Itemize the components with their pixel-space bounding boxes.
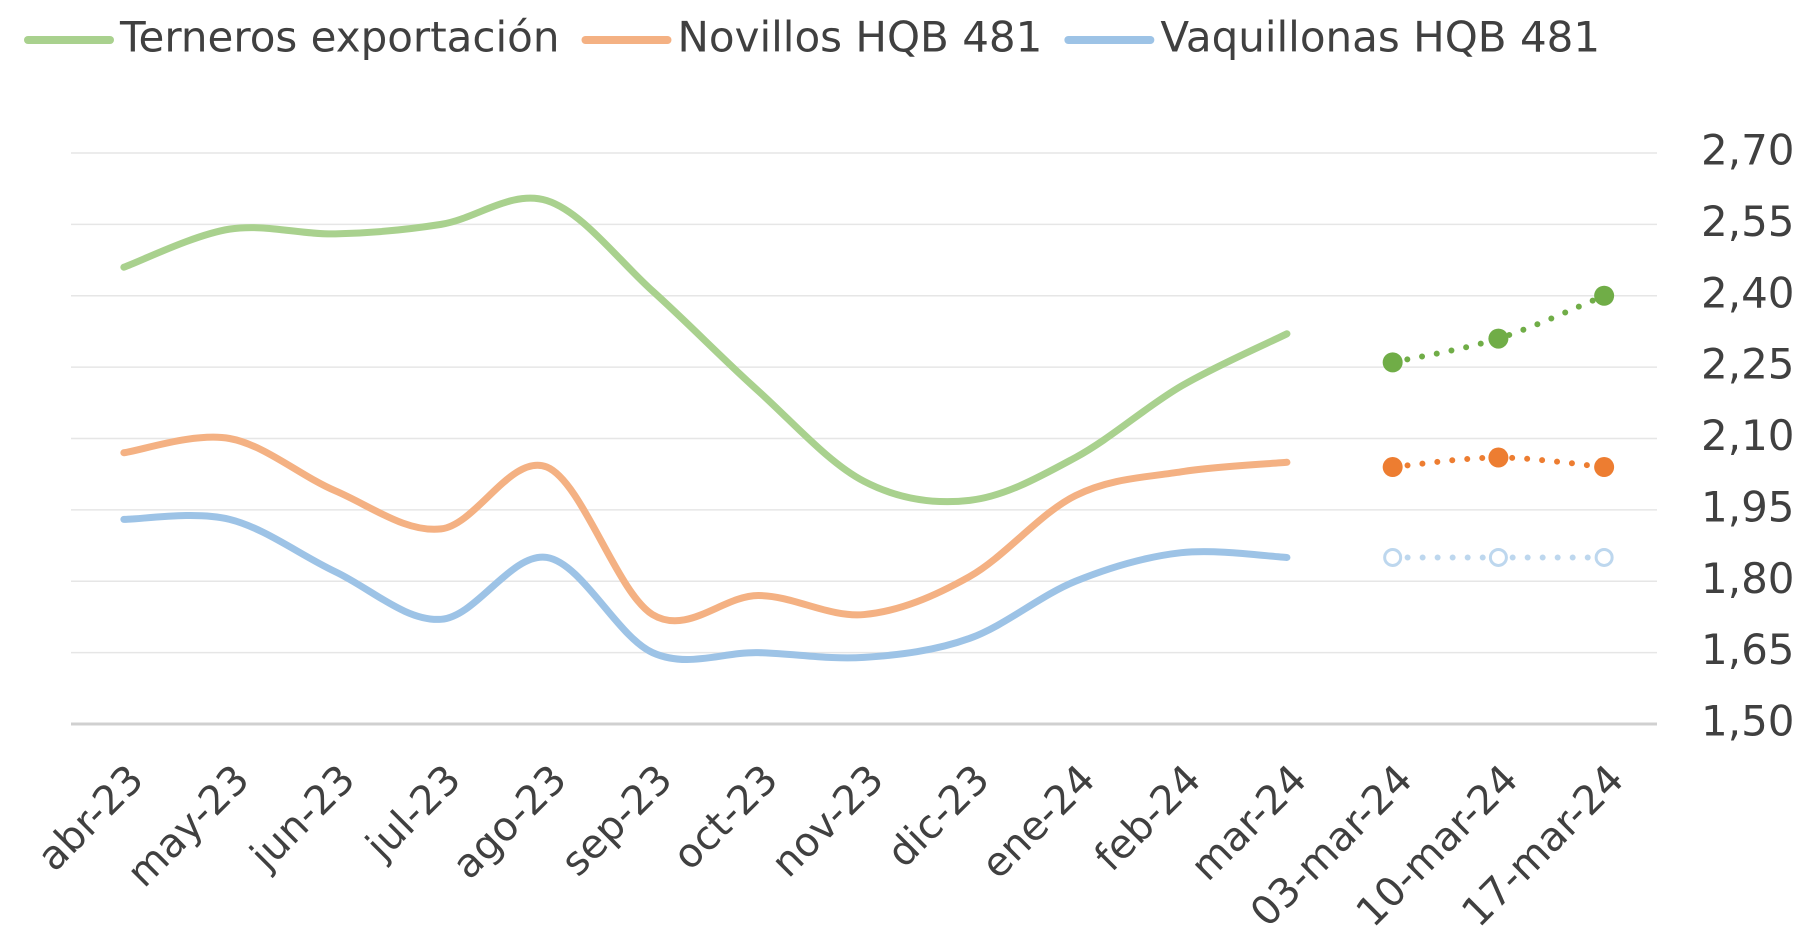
x-tick-label: nov-23 — [763, 756, 893, 886]
legend-label: Vaquillonas HQB 481 — [1160, 13, 1600, 62]
weekly-marker — [1488, 328, 1509, 349]
x-tick-label: ago-23 — [444, 756, 576, 888]
weekly-marker — [1382, 352, 1403, 373]
y-tick-label: 2,70 — [1701, 126, 1795, 175]
legend-label: Terneros exportación — [119, 13, 559, 62]
y-tick-label: 2,40 — [1701, 268, 1795, 317]
legend-item: Novillos HQB 481 — [581, 13, 1042, 62]
y-tick-label: 2,25 — [1701, 340, 1795, 389]
series-line — [120, 194, 1291, 506]
legend-label: Novillos HQB 481 — [677, 13, 1042, 62]
weekly-marker — [1594, 285, 1615, 306]
y-tick-label: 1,65 — [1701, 625, 1795, 674]
legend-item: Terneros exportación — [24, 13, 559, 62]
y-tick-label: 1,80 — [1701, 554, 1795, 603]
y-tick-label: 1,50 — [1701, 697, 1795, 746]
x-tick-label: ene-24 — [973, 756, 1104, 887]
series-line — [120, 433, 1291, 625]
weekly-marker — [1488, 547, 1508, 567]
weekly-marker — [1383, 547, 1403, 567]
series-line — [120, 512, 1291, 663]
legend-item: Vaquillonas HQB 481 — [1064, 13, 1600, 62]
y-tick-label: 2,10 — [1701, 411, 1795, 460]
x-tick-label: sep-23 — [553, 756, 682, 885]
y-tick-label: 2,55 — [1701, 197, 1795, 246]
x-tick-label: jun-23 — [241, 756, 364, 879]
weekly-marker — [1382, 457, 1403, 478]
weekly-marker — [1594, 547, 1614, 567]
y-tick-label: 1,95 — [1701, 482, 1795, 531]
weekly-marker — [1488, 447, 1509, 468]
weekly-marker — [1594, 457, 1615, 478]
weekly-line — [1389, 292, 1608, 366]
